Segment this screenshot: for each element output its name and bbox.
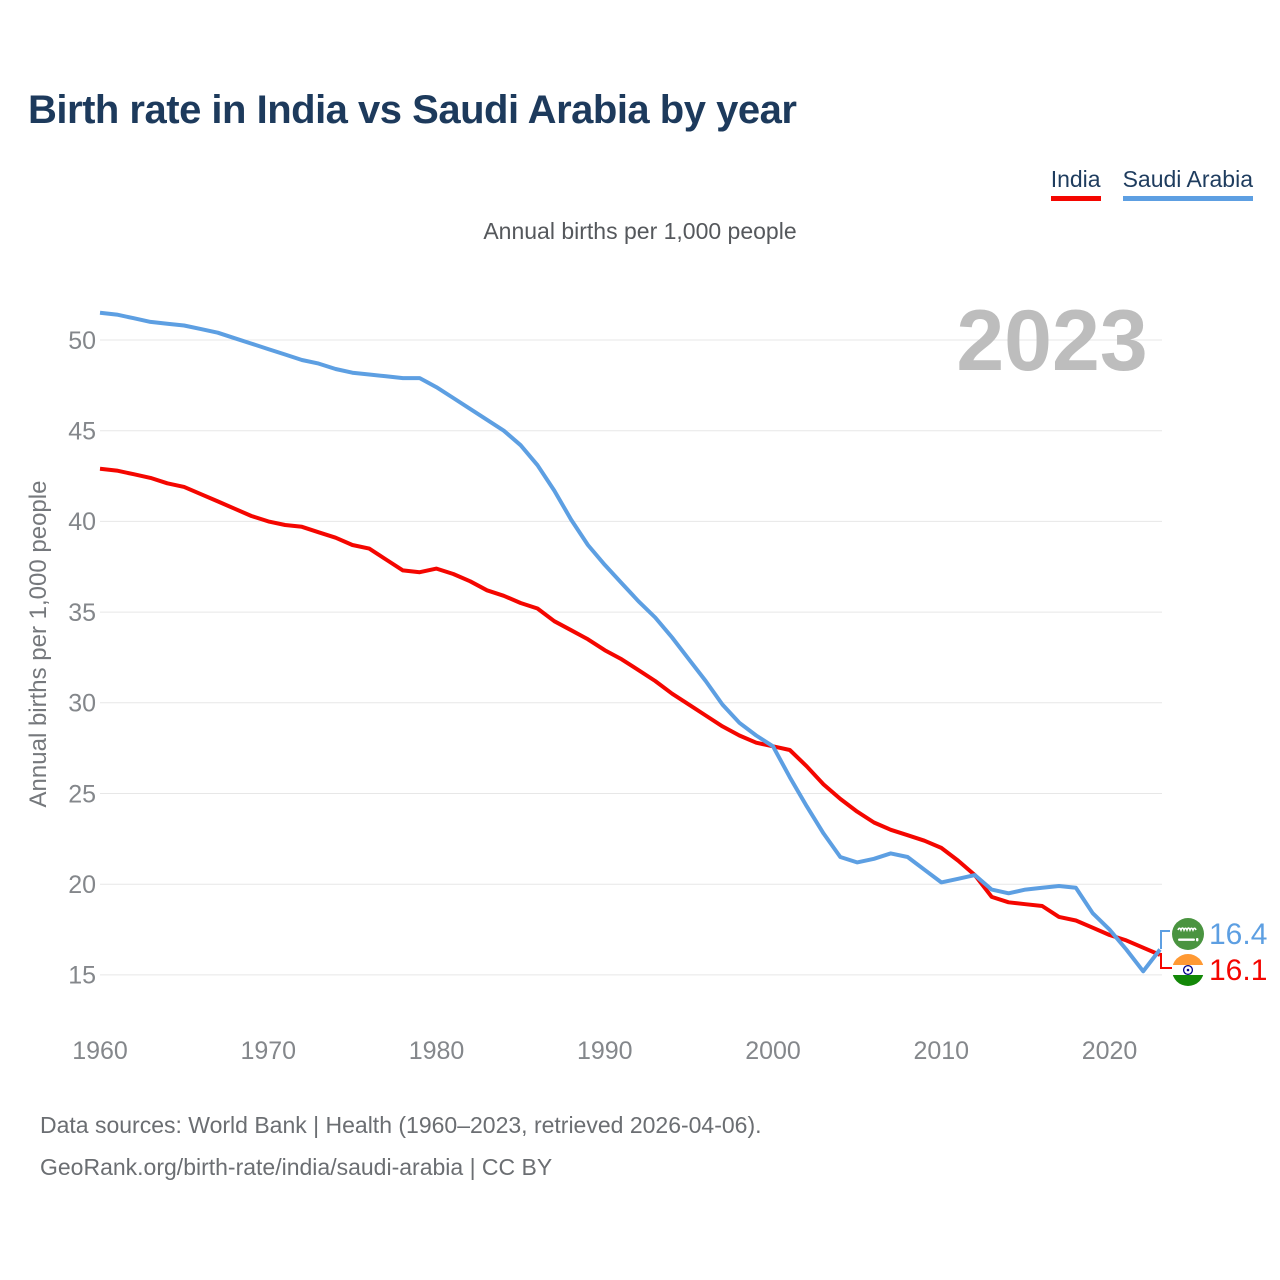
y-tick-50: 50 [68, 327, 96, 355]
legend-item-india[interactable]: India [1050, 166, 1101, 201]
y-axis-title: Annual births per 1,000 people [25, 481, 52, 808]
india-connector-line [1160, 953, 1172, 969]
x-tick-1960: 1960 [72, 1037, 128, 1065]
india-flag-icon [1172, 954, 1204, 986]
legend-color-bar-india [1050, 196, 1101, 201]
legend-color-bar-saudi-arabia [1122, 196, 1253, 201]
x-tick-2020: 2020 [1082, 1037, 1138, 1065]
y-tick-45: 45 [68, 417, 96, 445]
saudi-arabia-flag-icon [1172, 918, 1204, 950]
series-line-india [99, 466, 1161, 957]
chart-subtitle: Annual births per 1,000 people [483, 218, 797, 244]
end-label-connectors [1160, 930, 1172, 969]
caption: Data sources: World Bank | Health (1960–… [40, 1104, 762, 1188]
caption-sources: Data sources: World Bank | Health (1960–… [40, 1112, 762, 1138]
saudi-end-value: 16.4 [1209, 918, 1267, 951]
watermark-year: 2023 [956, 293, 1147, 389]
x-tick-1990: 1990 [577, 1037, 633, 1065]
x-axis-ticks: 1960 1970 1980 1990 2000 2010 2020 [72, 1037, 1137, 1065]
legend-label-india: India [1050, 166, 1101, 192]
y-tick-30: 30 [68, 690, 96, 718]
x-tick-2010: 2010 [913, 1037, 969, 1065]
series-line-saudi-arabia [99, 310, 1162, 974]
y-tick-25: 25 [68, 780, 96, 808]
page-title: Birth rate in India vs Saudi Arabia by y… [28, 88, 797, 132]
x-tick-2000: 2000 [745, 1037, 801, 1065]
saudi-connector-line [1160, 930, 1170, 949]
y-tick-40: 40 [68, 508, 96, 536]
y-tick-15: 15 [68, 962, 96, 990]
legend-item-saudi-arabia[interactable]: Saudi Arabia [1122, 166, 1253, 201]
india-end-value: 16.1 [1209, 954, 1267, 987]
data-series [99, 310, 1162, 974]
x-tick-1980: 1980 [409, 1037, 465, 1065]
y-tick-20: 20 [68, 871, 96, 899]
x-tick-1970: 1970 [240, 1037, 296, 1065]
caption-attribution: GeoRank.org/birth-rate/india/saudi-arabi… [40, 1154, 553, 1180]
y-tick-35: 35 [68, 599, 96, 627]
legend: India Saudi Arabia [1050, 166, 1253, 201]
legend-label-saudi-arabia: Saudi Arabia [1122, 166, 1253, 192]
